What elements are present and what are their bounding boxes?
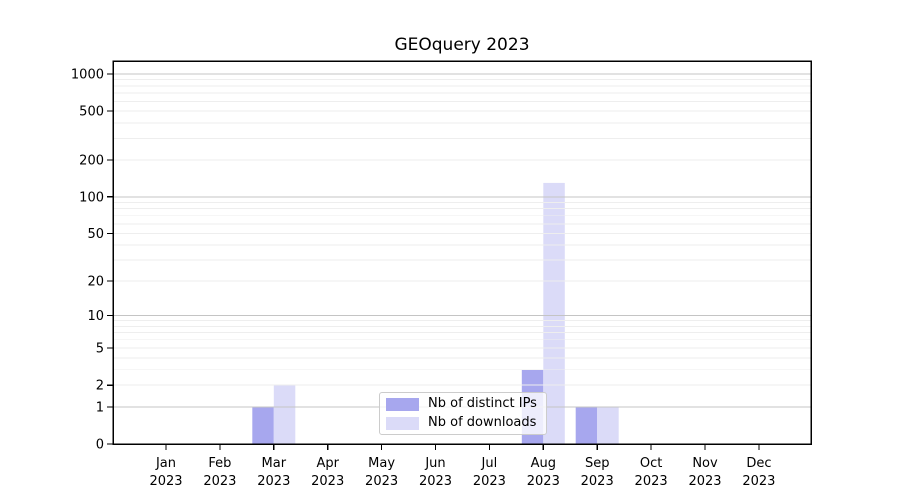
- x-tick-label-year: 2023: [203, 474, 236, 489]
- x-tick-label-year: 2023: [419, 474, 452, 489]
- x-tick-label-month: Oct: [640, 456, 662, 471]
- x-tick-label-month: Apr: [316, 456, 339, 471]
- x-tick-label-month: Dec: [746, 456, 771, 471]
- y-tick-label: 10: [87, 309, 104, 324]
- legend-swatch-distinct-ips: [386, 397, 419, 411]
- x-tick-label-month: Nov: [692, 456, 718, 471]
- x-tick-label-month: Feb: [208, 456, 231, 471]
- bar-downloads-aug: [543, 182, 565, 444]
- y-tick-label: 20: [87, 274, 104, 289]
- x-tick-label-month: Aug: [531, 456, 556, 471]
- x-tick-label-month: Mar: [262, 456, 287, 471]
- y-tick-label: 2: [96, 379, 104, 394]
- y-tick-label: 0: [96, 438, 104, 453]
- x-tick-label-year: 2023: [365, 474, 398, 489]
- legend-label-downloads: Nb of downloads: [428, 415, 537, 430]
- y-tick-label: 1: [96, 400, 104, 415]
- y-tick-label: 50: [87, 227, 104, 242]
- legend-swatch-downloads: [386, 416, 419, 430]
- legend: Nb of distinct IPs Nb of downloads: [379, 392, 547, 435]
- x-tick-label-year: 2023: [635, 474, 668, 489]
- bar-downloads-mar: [273, 385, 296, 444]
- x-tick-label-year: 2023: [257, 474, 290, 489]
- x-tick-label-month: Sep: [585, 456, 610, 471]
- x-tick-label-month: Jun: [424, 456, 445, 471]
- chart-title: GEOquery 2023: [394, 35, 530, 55]
- x-tick-label-year: 2023: [688, 474, 721, 489]
- x-tick-label-year: 2023: [527, 474, 560, 489]
- x-tick-label-month: Jan: [155, 456, 176, 471]
- x-tick-label-year: 2023: [473, 474, 506, 489]
- bar-distinct-ips-sep: [575, 406, 598, 444]
- bar-downloads-sep: [597, 406, 619, 444]
- y-tick-label: 1000: [71, 68, 104, 83]
- y-tick-label: 100: [79, 190, 104, 205]
- y-tick-label: 500: [79, 105, 104, 120]
- x-tick-label-month: May: [368, 456, 395, 471]
- y-tick-label: 5: [96, 342, 104, 357]
- y-tick-label: 200: [79, 153, 104, 168]
- legend-item-downloads: Nb of downloads: [386, 416, 537, 430]
- legend-label-distinct-ips: Nb of distinct IPs: [428, 396, 537, 411]
- x-tick-label-month: Jul: [481, 456, 498, 471]
- bar-distinct-ips-mar: [252, 406, 274, 444]
- legend-item-distinct-ips: Nb of distinct IPs: [386, 397, 537, 411]
- x-tick-label-year: 2023: [581, 474, 614, 489]
- x-tick-label-year: 2023: [311, 474, 344, 489]
- plot-border: [112, 60, 812, 445]
- x-tick-label-year: 2023: [742, 474, 775, 489]
- x-tick-label-year: 2023: [149, 474, 182, 489]
